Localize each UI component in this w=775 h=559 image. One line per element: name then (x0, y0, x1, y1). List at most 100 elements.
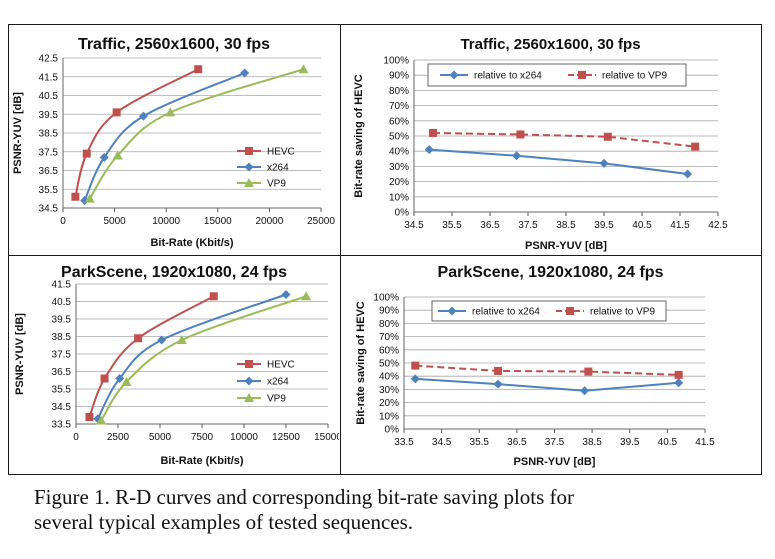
chart-title: ParkScene, 1920x1080, 24 fps (61, 264, 287, 281)
y-tick-label: 50% (379, 359, 399, 370)
y-tick-label: 100% (373, 293, 399, 304)
series-line-1 (415, 377, 679, 392)
legend-label: VP9 (267, 179, 286, 190)
data-point (516, 130, 525, 139)
data-point (85, 413, 94, 421)
y-tick-label: 100% (383, 56, 409, 67)
x-tick-label: 41.5 (695, 437, 715, 448)
x-tick-label: 33.5 (394, 437, 414, 448)
data-point (100, 374, 109, 383)
x-tick-label: 15000 (314, 432, 339, 443)
legend-label: HEVC (267, 360, 295, 371)
y-tick-label: 41.5 (39, 72, 59, 83)
x-tick-label: 38.5 (582, 437, 602, 448)
caption-line-1: Figure 1. R-D curves and corresponding b… (34, 485, 575, 509)
x-tick-label: 34.5 (404, 220, 424, 231)
figure-frame (8, 24, 762, 475)
x-axis-title: PSNR-YUV [dB] (525, 240, 607, 252)
y-tick-label: 20% (389, 177, 409, 188)
y-tick-label: 33.5 (52, 420, 72, 431)
chart-traffic-rd: Traffic, 2560x1600, 30 fps 34.5 35.5 36.5 37… (12, 36, 335, 249)
data-point (240, 68, 250, 78)
x-tick-label: 0 (73, 432, 79, 443)
data-point (429, 128, 437, 137)
legend-marker (245, 360, 253, 368)
data-point (138, 111, 148, 121)
y-tick-label: 80% (379, 319, 399, 330)
y-tick-label: 30% (379, 385, 399, 396)
legend-marker (566, 307, 574, 315)
x-tick-label: 2500 (107, 432, 130, 443)
legend-marker (578, 71, 586, 79)
x-tick-label: 41.5 (670, 220, 690, 231)
y-tick-label: 35.5 (39, 185, 59, 196)
x-tick-label: 39.5 (620, 437, 640, 448)
x-tick-label: 5000 (149, 432, 172, 443)
data-point (674, 378, 684, 388)
series-line-1 (429, 148, 688, 175)
data-point (512, 151, 522, 161)
y-tick-label: 40% (389, 147, 409, 158)
x-tick-label: 15000 (204, 216, 232, 227)
y-axis-title: Bit-rate saving of HEVC (355, 301, 367, 425)
data-point (96, 415, 107, 425)
data-point (683, 169, 693, 179)
series-line-3 (88, 68, 304, 200)
y-tick-label: 37.5 (39, 147, 59, 158)
data-point (301, 291, 312, 301)
data-point (194, 65, 203, 74)
y-tick-label: 34.5 (52, 402, 72, 413)
panel-divider-vertical (340, 24, 341, 474)
y-tick-label: 60% (389, 116, 409, 127)
x-tick-label: 36.5 (480, 220, 500, 231)
x-tick-label: 36.5 (507, 437, 527, 448)
legend-box (427, 63, 687, 87)
y-tick-label: 10% (389, 192, 409, 203)
data-point (121, 377, 132, 386)
y-tick-label: 38.5 (52, 332, 72, 343)
data-point (599, 158, 609, 168)
data-point (691, 142, 700, 151)
data-point (493, 379, 503, 389)
chart-traffic-saving: Traffic, 2560x1600, 30 fps 0% 10% 20% 30% 40%… (353, 36, 728, 252)
series-line-2 (415, 364, 679, 376)
data-point (580, 386, 590, 396)
data-point (411, 361, 420, 370)
caption-line-2: several typical examples of tested seque… (34, 510, 414, 534)
x-tick-label: 7500 (191, 432, 214, 443)
data-point (281, 290, 291, 299)
y-tick-label: 0% (385, 425, 400, 436)
y-tick-label: 30% (389, 162, 409, 173)
data-point (157, 335, 167, 345)
series-line-2 (83, 72, 246, 201)
x-tick-label: 40.5 (658, 437, 678, 448)
x-axis-title: Bit-Rate (Kbit/s) (150, 237, 233, 249)
legend-label: x264 (267, 377, 289, 388)
x-tick-label: 39.5 (594, 220, 614, 231)
legend-marker (244, 162, 254, 172)
y-tick-label: 35.5 (52, 385, 72, 396)
y-tick-label: 41.5 (52, 280, 72, 291)
x-axis-title: PSNR-YUV [dB] (514, 456, 596, 468)
series-line-2 (432, 131, 696, 148)
x-tick-label: 35.5 (470, 437, 490, 448)
series-line-1 (74, 68, 199, 198)
legend-label: x264 (267, 163, 289, 174)
y-tick-label: 42.5 (39, 54, 59, 65)
y-tick-label: 39.5 (52, 315, 72, 326)
data-point (134, 334, 143, 343)
x-tick-label: 40.5 (632, 220, 652, 231)
data-point (71, 192, 80, 201)
data-point (82, 149, 91, 158)
x-tick-label: 10000 (152, 216, 180, 227)
x-tick-label: 12500 (272, 432, 300, 443)
data-point (584, 367, 593, 376)
series-line-2 (96, 293, 287, 420)
data-point (80, 196, 90, 205)
legend-label: relative to x264 (472, 307, 540, 318)
series-line-3 (100, 295, 307, 422)
legend-marker (244, 376, 254, 386)
x-tick-label: 38.5 (556, 220, 576, 231)
chart-parkscene-saving: ParkScene, 1920x1080, 24 fps 0% 10% 20% 30% 4… (355, 264, 715, 468)
x-tick-label: 42.5 (708, 220, 728, 231)
